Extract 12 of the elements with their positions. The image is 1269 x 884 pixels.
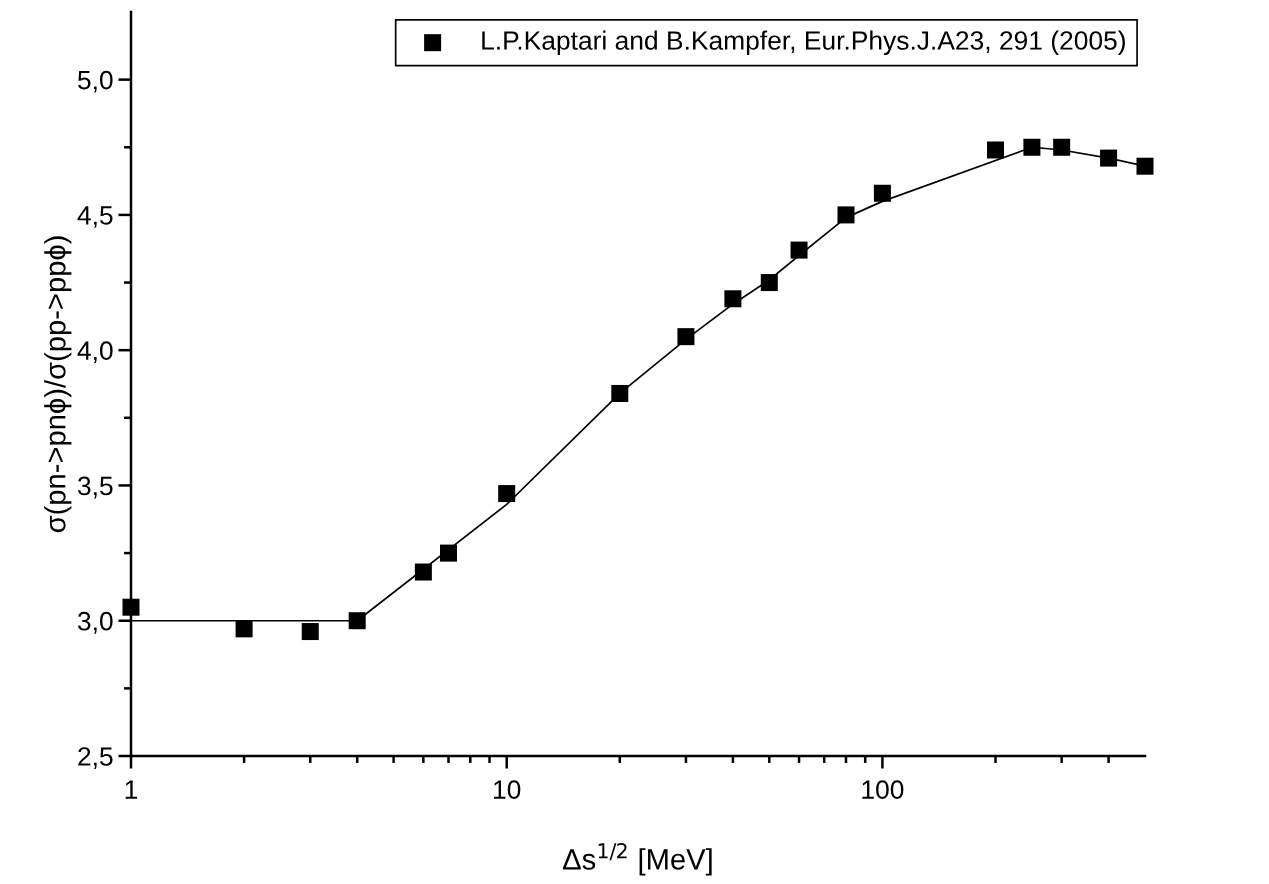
y-tick-label: 2,5 [78,747,113,769]
y-tick-label: 3,5 [77,476,113,499]
y-tick-label: 4,0 [77,341,113,364]
legend-label: L.P.Kaptari and B.Kampfer, Eur.Phys.J.A23, 291 (2005) [482,30,1125,56]
y-tick-label: 3,0 [77,611,113,634]
x-tick-label: 10 [494,780,521,799]
y-axis-title: σ(pn->pnϕ)/σ(pp->ppϕ) [44,236,72,533]
y-tick-label: 5,0 [78,70,113,93]
y-tick-label: 4,5 [77,206,113,228]
x-tick-label: 1 [125,780,138,799]
x-tick-label: 100 [862,780,904,799]
x-axis-title: Δs$^{1/2}$ [MeV] [563,843,712,876]
